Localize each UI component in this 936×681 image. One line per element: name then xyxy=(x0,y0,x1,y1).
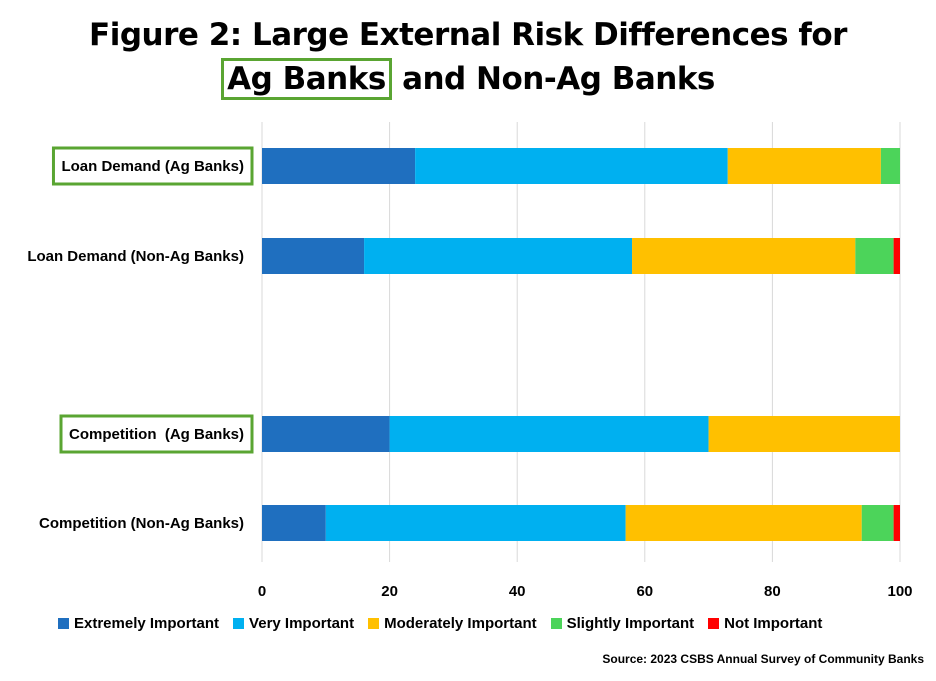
category-label: Competition (Ag Banks) xyxy=(69,426,244,443)
bar-segment xyxy=(262,416,390,452)
bars xyxy=(262,148,900,541)
bar-segment xyxy=(262,148,416,184)
bar-segment xyxy=(708,416,900,452)
category-labels: Loan Demand (Ag Banks) Loan Demand (Non-A… xyxy=(27,146,254,532)
bar-segment xyxy=(625,505,862,541)
chart-title-line2: Ag Banks and Non-Ag Banks xyxy=(0,58,936,100)
stacked-bar-chart: Loan Demand (Ag Banks) Loan Demand (Non-A… xyxy=(27,122,913,600)
legend-swatch xyxy=(550,618,562,629)
legend-label: Moderately Important xyxy=(384,615,537,632)
legend-item: Very Important xyxy=(233,615,354,632)
bar-segment xyxy=(262,238,365,274)
bar-segment xyxy=(893,238,900,274)
category-highlight-box xyxy=(51,146,254,186)
x-tick-label: 20 xyxy=(381,583,398,600)
bar-segment xyxy=(364,238,633,274)
legend-swatch xyxy=(368,618,380,629)
legend-swatch xyxy=(233,618,245,629)
bar-segment xyxy=(415,148,728,184)
bar-segment xyxy=(325,505,626,541)
x-tick-label: 100 xyxy=(887,583,912,600)
x-tick-label: 80 xyxy=(764,583,781,600)
bar-segment xyxy=(727,148,881,184)
title-rest: and Non-Ag Banks xyxy=(391,61,715,97)
legend-label: Slightly Important xyxy=(566,615,695,632)
gridlines xyxy=(261,122,901,562)
legend-item: Moderately Important xyxy=(368,615,537,632)
title-highlight-ag-banks: Ag Banks xyxy=(221,58,392,100)
chart-title-line1: Figure 2: Large External Risk Difference… xyxy=(89,17,847,53)
legend-label: Very Important xyxy=(249,615,355,632)
legend-label: Not Important xyxy=(724,615,823,632)
bar-segment xyxy=(389,416,709,452)
legend-item: Slightly Important xyxy=(550,615,695,632)
x-tick-label: 40 xyxy=(509,583,526,600)
category-label: Loan Demand (Ag Banks) xyxy=(61,158,244,175)
legend-swatch xyxy=(708,618,720,629)
x-axis-ticks: 0 20 40 60 80 100 xyxy=(258,583,913,600)
legend-item: Not Important xyxy=(708,615,822,632)
category-label: Loan Demand (Non-Ag Banks) xyxy=(27,248,244,265)
category-label: Competition (Non-Ag Banks) xyxy=(39,515,244,532)
bar-segment xyxy=(861,505,894,541)
bar-segment xyxy=(855,238,894,274)
legend: Extremely Important Very Important Moderat… xyxy=(58,615,822,632)
source-note: Source: 2023 CSBS Annual Survey of Commu… xyxy=(602,652,924,666)
x-tick-label: 60 xyxy=(636,583,653,600)
x-tick-label: 0 xyxy=(258,583,266,600)
bar-segment xyxy=(632,238,856,274)
legend-label: Extremely Important xyxy=(74,615,220,632)
legend-item: Extremely Important xyxy=(58,615,219,632)
bar-segment xyxy=(262,505,326,541)
category-highlight-box xyxy=(59,414,254,454)
bar-segment xyxy=(880,148,900,184)
legend-swatch xyxy=(58,618,69,629)
bar-segment xyxy=(893,505,900,541)
